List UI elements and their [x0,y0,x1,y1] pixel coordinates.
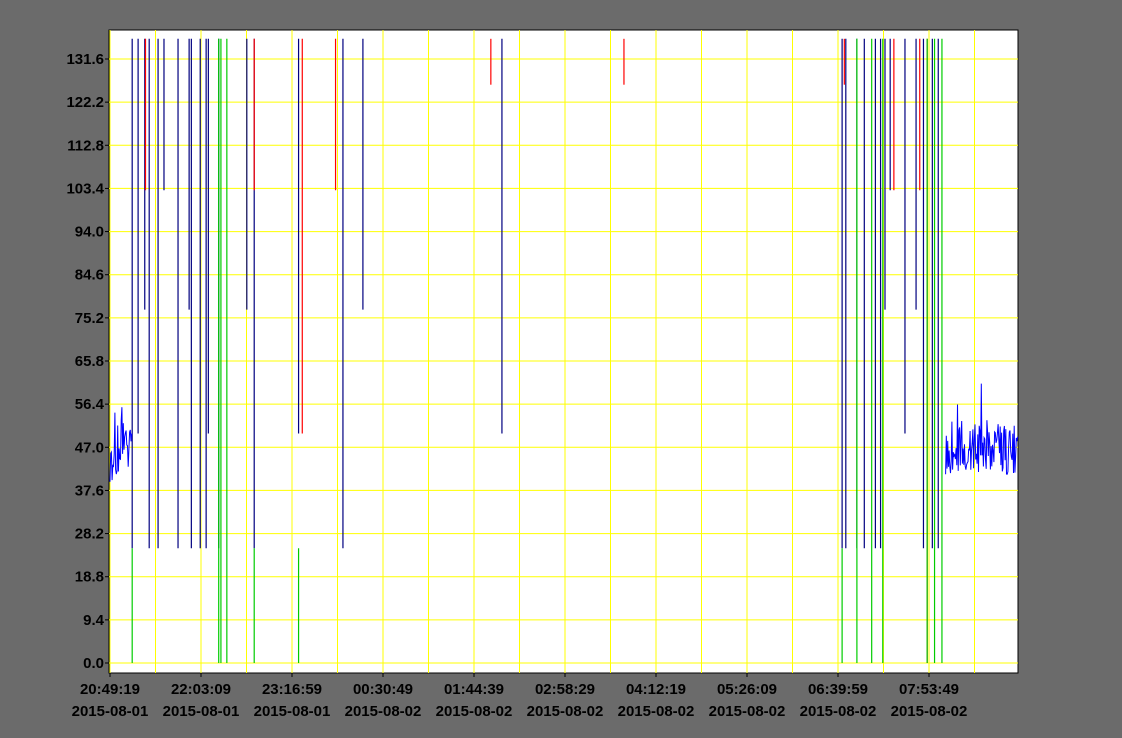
x-tick-label-date: 2015-08-01 [254,703,331,720]
x-tick-label-date: 2015-08-02 [800,703,877,720]
y-tick-label: 47.0 [75,439,104,456]
plot-area [108,29,1019,674]
y-tick-label: 37.6 [75,482,104,499]
y-tick-label: 65.8 [75,353,104,370]
y-tick-label: 56.4 [75,396,105,413]
x-tick-label-time: 20:49:19 [80,681,140,698]
series-group [109,38,1019,663]
y-axis: 0.0 9.4 18.8 28.2 37.6 47.0 56.4 65.8 75.2 84.6 94… [66,51,109,672]
y-tick-label: 122.2 [66,94,104,111]
x-tick-label-time: 04:12:19 [626,681,686,698]
x-tick-label-date: 2015-08-02 [345,703,422,720]
y-tick-label: 0.0 [83,655,104,672]
x-tick-label-time: 01:44:39 [444,681,504,698]
y-tick-label: 18.8 [75,569,104,586]
x-tick-label-time: 23:16:59 [262,681,322,698]
grid-lines [109,30,1018,673]
y-tick-label: 28.2 [75,526,104,543]
x-tick-label-time: 05:26:09 [717,681,777,698]
x-tick-label-date: 2015-08-02 [436,703,513,720]
x-tick-label-time: 22:03:09 [171,681,231,698]
x-tick-label-time: 00:30:49 [353,681,413,698]
x-tick-label-date: 2015-08-02 [891,703,968,720]
y-tick-label: 103.4 [66,180,104,197]
x-tick-label-time: 07:53:49 [899,681,959,698]
series-line-noisy [945,383,1019,475]
x-axis: 20:49:19 2015-08-01 22:03:09 2015-08-01 23:1… [72,673,968,720]
x-tick-label-date: 2015-08-02 [709,703,786,720]
x-tick-label-date: 2015-08-02 [527,703,604,720]
y-tick-label: 112.8 [67,137,104,154]
x-tick-label-time: 02:58:29 [535,681,595,698]
x-tick-label-date: 2015-08-02 [618,703,695,720]
x-tick-label-time: 06:39:59 [808,681,868,698]
y-tick-label: 131.6 [66,51,104,68]
y-tick-label: 84.6 [75,267,104,284]
y-tick-label: 94.0 [75,224,104,241]
y-tick-label: 9.4 [83,612,105,629]
y-tick-label: 75.2 [75,310,104,327]
x-tick-label-date: 2015-08-01 [72,703,149,720]
x-tick-label-date: 2015-08-01 [163,703,240,720]
series-line-noisy [109,407,133,482]
